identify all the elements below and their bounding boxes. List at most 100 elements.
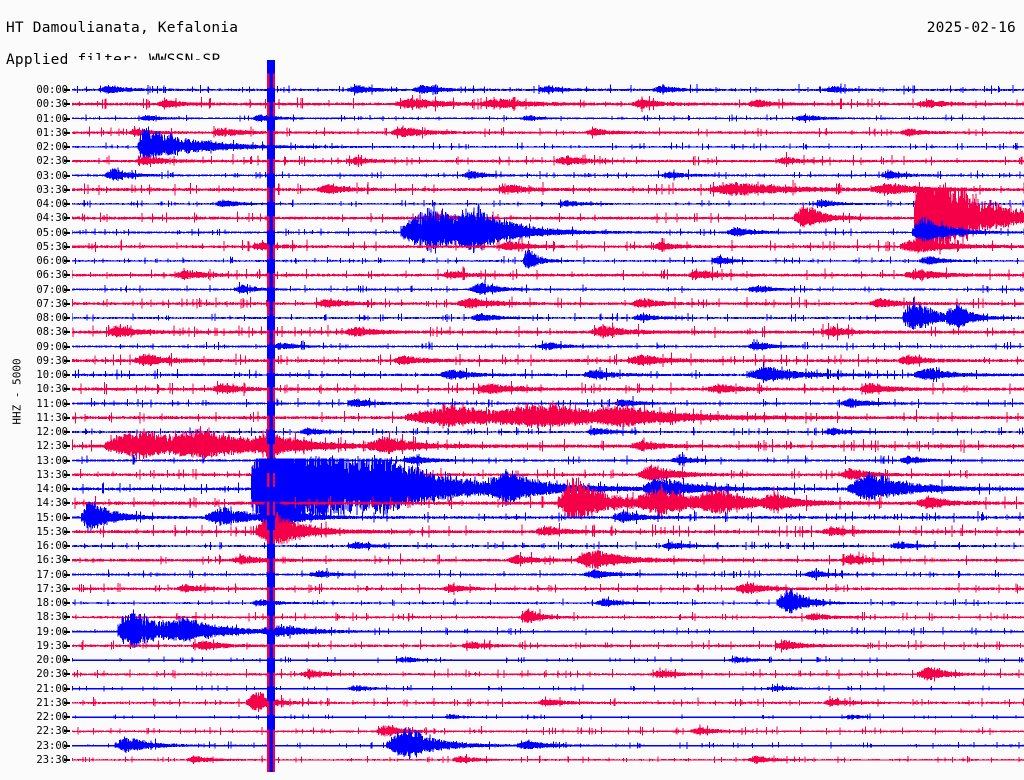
time-axis-label: 07:00	[36, 283, 68, 296]
time-axis-tick	[64, 701, 70, 704]
time-axis-label: 06:00	[36, 255, 68, 268]
time-axis-tick	[64, 488, 70, 491]
trace-row	[72, 572, 1024, 634]
trace-row	[72, 586, 1024, 649]
trace-row	[72, 458, 1024, 520]
time-axis-label: 06:30	[36, 269, 68, 282]
trace-row	[72, 686, 1024, 748]
time-axis-label: 04:30	[36, 212, 68, 225]
trace-row	[72, 60, 1024, 121]
time-axis-label: 14:30	[36, 497, 68, 510]
trace-row	[72, 615, 1024, 677]
time-axis-label: 02:30	[36, 155, 68, 168]
time-axis-label: 23:30	[36, 754, 68, 766]
trace-row	[72, 344, 1024, 406]
trace-row	[72, 258, 1024, 321]
time-axis-tick	[64, 431, 70, 434]
time-axis-label: 01:00	[36, 112, 68, 125]
time-axis-tick	[64, 274, 70, 277]
time-axis-label: 03:00	[36, 169, 68, 182]
time-axis-tick	[64, 545, 70, 548]
trace-row	[72, 487, 1024, 549]
trace-row	[72, 102, 1024, 164]
time-axis-tick	[64, 288, 70, 291]
trace-row	[72, 287, 1024, 349]
time-axis-tick	[64, 117, 70, 120]
time-axis-label: 22:00	[36, 711, 68, 724]
time-axis-tick	[64, 217, 70, 220]
time-axis-tick	[64, 587, 70, 590]
time-axis-label: 19:00	[36, 625, 68, 638]
trace-row	[72, 501, 1024, 563]
time-axis-label: 01:30	[36, 126, 68, 139]
trace-row	[72, 216, 1024, 278]
time-axis-label: 17:00	[36, 568, 68, 581]
time-axis-label: 15:30	[36, 525, 68, 538]
time-axis-label: 19:30	[36, 639, 68, 652]
time-axis-label: 08:00	[36, 312, 68, 325]
clipped-event-band	[269, 60, 273, 772]
time-axis-tick	[64, 89, 70, 91]
trace-row	[72, 558, 1024, 620]
trace-row	[72, 629, 1024, 691]
time-axis-label: 13:30	[36, 468, 68, 481]
time-axis-label: 11:30	[36, 411, 68, 424]
time-axis-label: 14:00	[36, 483, 68, 496]
trace-row	[72, 201, 1024, 264]
time-axis-label: 16:00	[36, 540, 68, 553]
time-axis-tick	[64, 516, 70, 519]
trace-row	[72, 544, 1024, 606]
trace-row	[72, 144, 1024, 207]
time-axis-tick	[64, 602, 70, 605]
time-axis-label: 13:00	[36, 454, 68, 467]
trace-row	[72, 472, 1024, 535]
time-axis-tick	[64, 673, 70, 676]
trace-row	[72, 643, 1024, 706]
time-axis-label: 03:30	[36, 183, 68, 196]
time-axis-tick	[64, 146, 70, 149]
time-axis-label: 23:00	[36, 739, 68, 752]
trace-row	[72, 358, 1024, 420]
time-axis-label: 21:00	[36, 682, 68, 695]
time-axis-label: 09:00	[36, 340, 68, 353]
trace-row	[72, 273, 1024, 335]
time-axis-label: 18:00	[36, 597, 68, 610]
time-axis-label: 10:00	[36, 369, 68, 382]
trace-row	[72, 515, 1024, 577]
time-axis-label: 00:00	[36, 84, 68, 96]
time-axis-tick	[64, 359, 70, 362]
time-axis-label: 08:30	[36, 326, 68, 339]
time-axis-tick	[64, 659, 70, 662]
trace-row	[72, 244, 1024, 306]
time-axis-label: 05:00	[36, 226, 68, 239]
trace-row	[72, 87, 1024, 150]
trace-canvas	[72, 60, 1024, 772]
time-axis-tick	[64, 203, 70, 206]
trace-row	[72, 330, 1024, 392]
trace-row	[72, 73, 1024, 135]
time-axis-tick	[64, 730, 70, 733]
time-axis-label: 12:30	[36, 440, 68, 453]
time-axis-tick	[64, 245, 70, 248]
time-axis-tick	[64, 573, 70, 576]
time-axis-label: 09:30	[36, 354, 68, 367]
time-axis-tick	[64, 473, 70, 476]
time-axis-tick	[64, 416, 70, 419]
trace-row	[72, 187, 1024, 249]
time-axis-tick	[64, 103, 70, 106]
time-axis-label: 05:30	[36, 240, 68, 253]
time-axis-tick	[64, 131, 70, 134]
time-axis-tick	[64, 231, 70, 234]
time-axis: 00:00 00:30 01:00 01:30 02:00 02:30 03:00 03:30…	[0, 0, 70, 780]
trace-row	[72, 415, 1024, 477]
time-axis-label: 16:30	[36, 554, 68, 567]
time-axis-label: 22:30	[36, 725, 68, 738]
trace-row	[72, 387, 1024, 449]
time-axis-tick	[64, 260, 70, 263]
time-axis-label: 20:00	[36, 654, 68, 667]
trace-row	[72, 130, 1024, 192]
trace-row	[72, 715, 1024, 772]
time-axis-tick	[64, 744, 70, 747]
time-axis-tick	[64, 302, 70, 305]
